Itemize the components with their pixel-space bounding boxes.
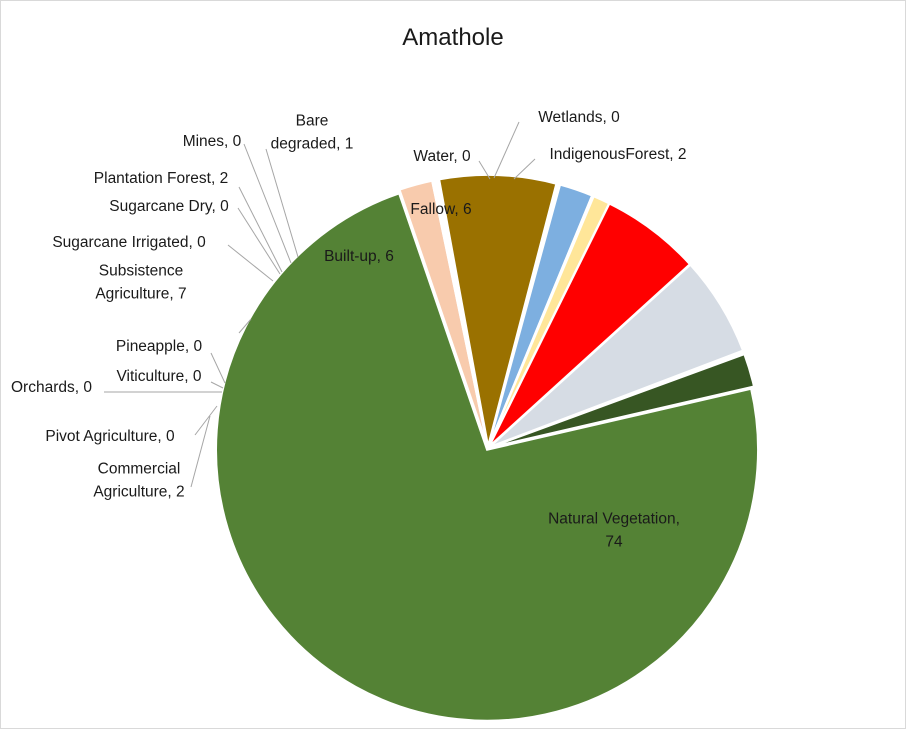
pie-slice-natural-vegetation xyxy=(215,192,759,722)
leader-line-subsistence-agriculture xyxy=(238,318,252,334)
data-label-mines: Mines, 0 xyxy=(183,133,242,150)
data-label-wetlands: Wetlands, 0 xyxy=(538,109,620,126)
data-label-orchards: Orchards, 0 xyxy=(11,379,92,396)
leader-line-indigenousforest xyxy=(513,158,536,180)
data-label-pineapple: Pineapple, 0 xyxy=(116,338,203,355)
data-labels: Natural Vegetation, 74 Commercial Agricultu… xyxy=(11,109,687,551)
data-label-water: Water, 0 xyxy=(413,148,471,165)
data-label-sugarcane-irrigated: Sugarcane Irrigated, 0 xyxy=(52,234,206,251)
leader-line-mines xyxy=(243,143,292,264)
chart-title: Amathole xyxy=(402,24,503,51)
data-label-built-up: Built-up, 6 xyxy=(324,248,394,265)
data-label-pivot-agriculture: Pivot Agriculture, 0 xyxy=(45,428,175,445)
pie-slice-subsistence-agriculture xyxy=(438,174,558,447)
data-label-subsistence-agriculture: Subsistence Agriculture, 7 xyxy=(95,263,186,303)
data-label-fallow: Fallow, 6 xyxy=(410,201,471,218)
data-label-viticulture: Viticulture, 0 xyxy=(116,368,201,385)
data-label-indigenousforest: IndigenousForest, 2 xyxy=(549,146,686,163)
data-label-commercial-agriculture: Commercial Agriculture, 2 xyxy=(93,461,184,501)
data-label-plantation-forest: Plantation Forest, 2 xyxy=(94,170,228,187)
data-label-natural-vegetation: Natural Vegetation, 74 xyxy=(548,511,680,551)
leader-line-pivot-agriculture xyxy=(194,405,218,436)
leader-line-water xyxy=(478,160,491,180)
leader-line-sugarcane-irrigated xyxy=(227,244,274,282)
leader-line-sugarcane-dry xyxy=(237,207,281,275)
pie-slice-indigenousforest xyxy=(489,352,756,449)
leader-line-wetlands xyxy=(493,121,520,179)
leader-line-viticulture xyxy=(210,381,224,389)
leader-line-plantation-forest xyxy=(238,186,283,273)
leader-line-bare-degraded xyxy=(265,148,299,258)
pie-slices xyxy=(215,174,759,722)
leader-lines xyxy=(104,121,536,488)
data-label-sugarcane-dry: Sugarcane Dry, 0 xyxy=(109,198,229,215)
leader-line-commercial-agriculture xyxy=(190,415,211,488)
data-label-bare-degraded: Bare degraded, 1 xyxy=(271,113,354,153)
leader-line-pineapple xyxy=(210,352,226,384)
